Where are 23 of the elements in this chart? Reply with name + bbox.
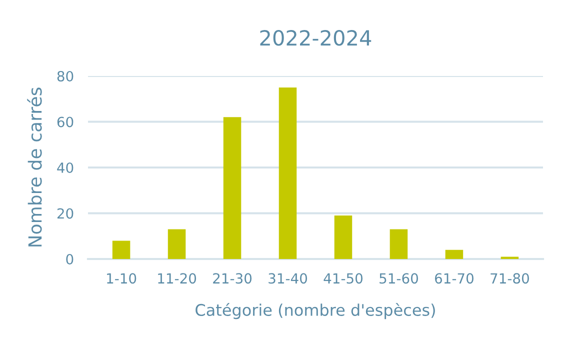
x-tick-label: 51-60 [380, 273, 418, 284]
chart-title: 2022-2024 [260, 30, 372, 46]
x-tick-label: 41-50 [324, 273, 362, 284]
y-axis-title: Nombre de carrés [27, 88, 42, 246]
bar [278, 87, 297, 259]
x-axis-title: Catégorie (nombre d'espèces) [196, 302, 435, 320]
bar [334, 216, 352, 259]
x-tick-label: 31-40 [268, 273, 308, 284]
y-tick-label: 80 [57, 70, 74, 82]
x-tick-label: 61-70 [435, 273, 474, 284]
y-tick-label: 20 [57, 208, 74, 219]
bar [112, 240, 130, 259]
x-tick-label: 11-20 [158, 273, 196, 284]
bar [168, 229, 186, 259]
x-tick-label: 1-10 [107, 273, 136, 284]
bar [390, 229, 408, 259]
bar [445, 250, 464, 259]
x-tick-label: 21-30 [213, 273, 252, 284]
y-tick-label: 40 [57, 162, 74, 173]
y-tick-label: 0 [66, 254, 74, 264]
y-tick-label: 60 [57, 116, 74, 128]
x-tick-label: 71-80 [490, 273, 529, 284]
bar [223, 117, 242, 259]
